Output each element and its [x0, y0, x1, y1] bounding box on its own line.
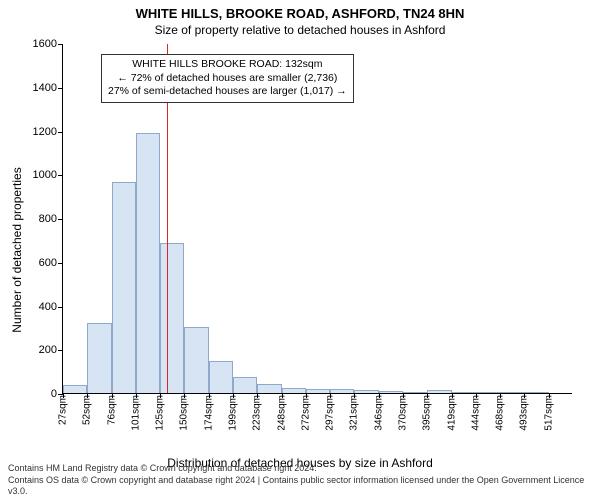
histogram-bar — [112, 182, 136, 393]
x-tick-label: 444sqm — [470, 395, 481, 431]
histogram-bar — [379, 391, 403, 393]
y-tick-label: 400 — [39, 301, 57, 313]
x-tick-label: 174sqm — [203, 395, 214, 431]
x-tick-label: 27sqm — [58, 395, 69, 425]
y-tick-mark — [58, 350, 63, 351]
y-axis-label: Number of detached properties — [10, 167, 24, 332]
histogram-bar — [403, 392, 427, 393]
x-tick-label: 517sqm — [543, 395, 554, 431]
x-tick-label: 493sqm — [519, 395, 530, 431]
x-tick-label: 297sqm — [325, 395, 336, 431]
y-tick-label: 0 — [51, 388, 57, 400]
x-tick-label: 346sqm — [373, 395, 384, 431]
histogram-bar — [330, 389, 354, 393]
histogram-bar — [87, 323, 111, 393]
x-tick-label: 76sqm — [106, 395, 117, 425]
histogram-bar — [209, 361, 233, 393]
histogram-bar — [500, 392, 524, 393]
y-tick-label: 800 — [39, 213, 57, 225]
y-tick-mark — [58, 219, 63, 220]
x-tick-label: 199sqm — [228, 395, 239, 431]
histogram-bar — [524, 392, 548, 393]
histogram-bar — [476, 392, 500, 393]
histogram-bar — [136, 133, 160, 393]
y-tick-mark — [58, 263, 63, 264]
histogram-bar — [427, 390, 451, 393]
y-tick-label: 200 — [39, 344, 57, 356]
histogram-bar — [354, 390, 378, 393]
histogram-bar — [452, 392, 476, 393]
y-tick-mark — [58, 132, 63, 133]
x-tick-label: 419sqm — [446, 395, 457, 431]
plot-area: 0200400600800100012001400160027sqm52sqm7… — [62, 44, 572, 394]
histogram-bar — [282, 388, 306, 393]
x-tick-label: 370sqm — [398, 395, 409, 431]
x-tick-label: 395sqm — [422, 395, 433, 431]
annotation-line: ← 72% of detached houses are smaller (2,… — [108, 72, 347, 86]
histogram-bar — [257, 384, 281, 393]
y-tick-label: 1000 — [33, 169, 57, 181]
x-tick-label: 223sqm — [252, 395, 263, 431]
histogram-bar — [63, 385, 87, 393]
footer-attribution: Contains HM Land Registry data © Crown c… — [8, 463, 592, 498]
plot-region: 0200400600800100012001400160027sqm52sqm7… — [62, 44, 572, 414]
footer-line-2: Contains OS data © Crown copyright and d… — [8, 475, 592, 498]
x-tick-label: 125sqm — [155, 395, 166, 431]
y-tick-mark — [58, 88, 63, 89]
y-tick-label: 1400 — [33, 82, 57, 94]
annotation-line: 27% of semi-detached houses are larger (… — [108, 85, 347, 99]
x-tick-label: 52sqm — [82, 395, 93, 425]
y-tick-label: 1200 — [33, 126, 57, 138]
annotation-line: WHITE HILLS BROOKE ROAD: 132sqm — [108, 58, 347, 72]
chart-title-main: WHITE HILLS, BROOKE ROAD, ASHFORD, TN24 … — [0, 0, 600, 21]
chart-container: WHITE HILLS, BROOKE ROAD, ASHFORD, TN24 … — [0, 0, 600, 500]
chart-title-sub: Size of property relative to detached ho… — [0, 21, 600, 41]
y-tick-label: 1600 — [33, 38, 57, 50]
histogram-bar — [184, 327, 208, 393]
y-tick-mark — [58, 307, 63, 308]
footer-line-1: Contains HM Land Registry data © Crown c… — [8, 463, 592, 475]
y-tick-mark — [58, 175, 63, 176]
x-tick-label: 248sqm — [276, 395, 287, 431]
histogram-bar — [233, 377, 257, 393]
y-tick-label: 600 — [39, 257, 57, 269]
x-tick-label: 272sqm — [300, 395, 311, 431]
x-tick-label: 101sqm — [130, 395, 141, 431]
y-tick-mark — [58, 44, 63, 45]
x-tick-label: 150sqm — [179, 395, 190, 431]
histogram-bar — [160, 243, 184, 394]
histogram-bar — [306, 389, 330, 393]
x-tick-label: 468sqm — [495, 395, 506, 431]
annotation-box: WHITE HILLS BROOKE ROAD: 132sqm← 72% of … — [101, 54, 354, 103]
x-tick-label: 321sqm — [349, 395, 360, 431]
